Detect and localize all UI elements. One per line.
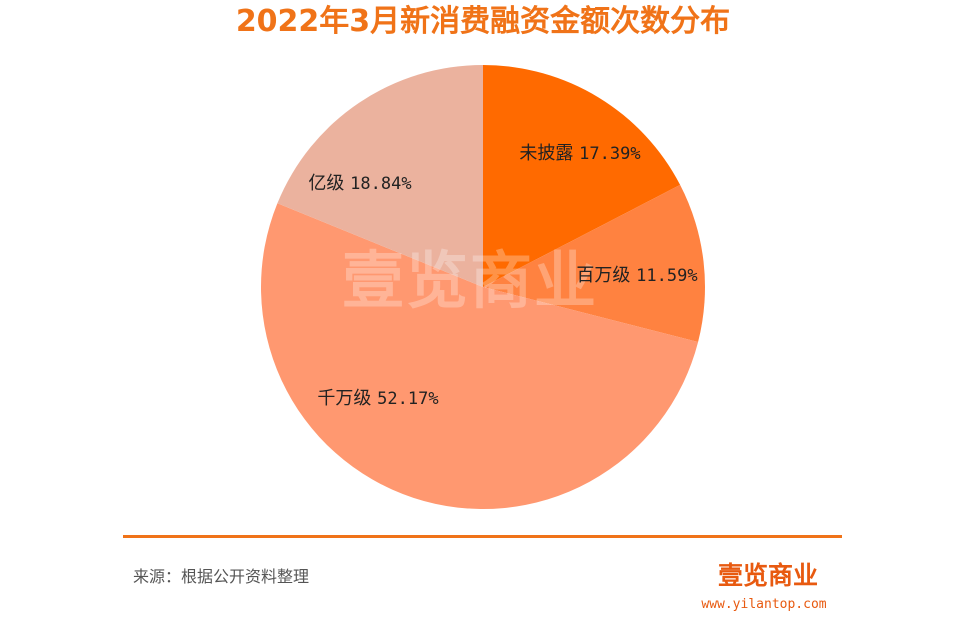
slice-label-value: 52.17% (377, 389, 438, 409)
pie-slice-2 (483, 184, 706, 342)
source-note: 来源：根据公开资料整理 (133, 567, 310, 586)
brand-logo: 壹览商业 (718, 561, 818, 590)
watermark-text: 壹览商业 (342, 244, 598, 317)
brand-url: www.yilantop.com (701, 597, 827, 612)
pie-slice-3 (261, 203, 699, 509)
slice-label-3: 千万级 52.17% (317, 388, 438, 409)
slice-label-name: 亿级 (308, 173, 350, 194)
slice-label-name: 未披露 (519, 143, 579, 164)
pie-slice-1 (483, 65, 681, 287)
slice-label-value: 18.84% (350, 174, 411, 194)
slice-label-value: 17.39% (579, 144, 640, 164)
slice-label-name: 千万级 (317, 388, 377, 409)
slice-label-name: 百万级 (576, 265, 636, 286)
pie-slice-4 (277, 65, 483, 287)
footer-divider (123, 535, 842, 538)
pie-slices (261, 65, 706, 509)
brand-logo-text: 壹览商业 (718, 561, 818, 590)
slice-label-1: 未披露 17.39% (519, 143, 640, 164)
chart-title: 2022年3月新消费融资金额次数分布 (235, 4, 731, 39)
slice-label-4: 亿级 18.84% (308, 173, 411, 194)
slice-label-2: 百万级 11.59% (576, 265, 697, 286)
pie-labels: 未披露 17.39% 百万级 11.59% 千万级 52.17% 亿级 18.84% (308, 143, 697, 409)
slice-label-value: 11.59% (636, 266, 697, 286)
